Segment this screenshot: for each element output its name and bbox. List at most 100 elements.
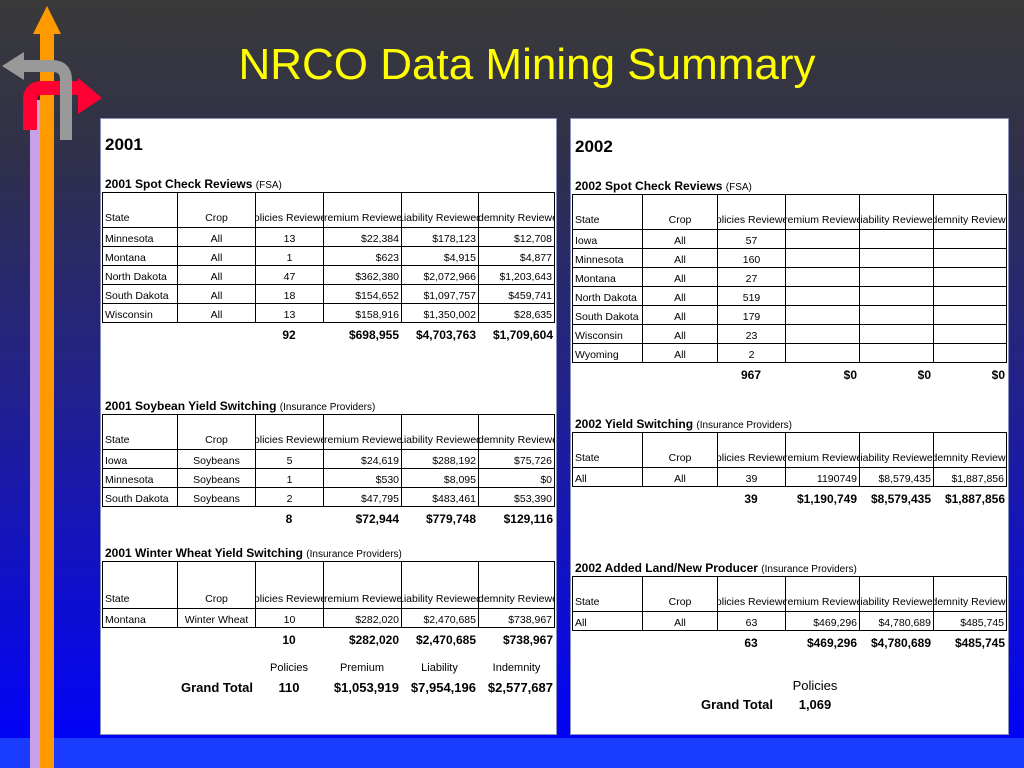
total-value: $485,745 <box>954 636 1005 650</box>
table-section: 2001 Winter Wheat Yield Switching (Insur… <box>102 546 555 647</box>
table-cell <box>786 306 860 324</box>
section-title: 2001 Soybean Yield Switching (Insurance … <box>102 399 555 414</box>
totals-row: 63 $469,296 $4,780,689 $485,745 <box>572 633 1007 650</box>
column-header: State <box>573 195 643 229</box>
table-cell: Minnesota <box>573 249 643 267</box>
table-cell: Iowa <box>103 450 178 468</box>
table-cell: 2 <box>256 488 324 506</box>
table-cell: $485,745 <box>960 617 1004 629</box>
page-title: NRCO Data Mining Summary <box>238 40 816 89</box>
header-row: StateCropPolicies ReviewedPremium Review… <box>573 195 1006 230</box>
total-value: $8,579,435 <box>870 492 931 506</box>
data-table: StateCropPolicies ReviewedPremium Review… <box>572 194 1007 363</box>
table-cell: Wyoming <box>573 344 643 362</box>
table-cell: All <box>643 287 718 305</box>
table-cell: $362,380 <box>324 266 402 284</box>
table-cell: $154,652 <box>324 285 402 303</box>
total-value: 39 <box>744 492 758 506</box>
column-header: Liability Reviewed <box>860 195 934 229</box>
arrow-right-icon <box>78 78 102 114</box>
section-title-text: 2002 Spot Check Reviews <box>575 179 723 193</box>
column-header: Premium Reviewed <box>786 577 860 611</box>
table-cell: $738,967 <box>508 614 552 626</box>
total-value: $4,703,763 <box>415 328 476 342</box>
arrow-left-icon <box>2 52 24 80</box>
total-value: $0 <box>843 368 857 382</box>
column-header: Crop <box>178 415 256 449</box>
table-cell: $1,350,002 <box>402 304 479 322</box>
table-cell <box>860 325 934 343</box>
table-cell: $12,708 <box>514 233 552 245</box>
table-cell: Minnesota <box>103 228 178 246</box>
section-source: (FSA) <box>255 180 282 191</box>
total-value: 92 <box>282 328 296 342</box>
total-value: 8 <box>285 512 293 526</box>
grand-total-row: Grand Total 110 $1,053,919 $7,954,196 $2,577… <box>102 680 555 695</box>
total-value: $129,116 <box>503 512 553 526</box>
grand-total-row: Grand Total 1,069 <box>572 697 1007 712</box>
table-cell <box>934 325 1006 343</box>
totals-spacer <box>102 509 255 526</box>
table-cell: $0 <box>540 474 552 486</box>
table-cell: 23 <box>718 325 786 343</box>
table-cell: $53,390 <box>514 493 552 505</box>
grand-total-header: Indemnity <box>492 662 541 674</box>
bottom-band <box>0 738 1024 768</box>
table-cell <box>860 306 934 324</box>
total-value: $0 <box>917 368 931 382</box>
table-row: South Dakota All 179 <box>573 306 1006 325</box>
table-row: Montana Winter Wheat 10 $282,020 $2,470,685 $… <box>103 609 554 628</box>
panel-2002: 2002 2002 Spot Check Reviews (FSA) State C… <box>570 118 1009 735</box>
grand-total-label: Grand Total <box>701 697 773 712</box>
total-value: 10 <box>282 633 296 647</box>
table-cell: Minnesota <box>103 469 178 487</box>
column-header: State <box>573 577 643 611</box>
table-cell: All <box>573 468 643 486</box>
grand-total-header: Policies <box>792 678 838 693</box>
table-cell: $1,887,856 <box>951 473 1004 485</box>
total-value: $72,944 <box>355 512 399 526</box>
table-cell: Soybeans <box>178 488 256 506</box>
table-cell: $1,203,643 <box>499 271 552 283</box>
column-header: Liability Reviewed <box>402 415 479 449</box>
table-cell <box>786 344 860 362</box>
column-header: Premium Reviewed <box>324 193 402 227</box>
header-row: StateCropPolicies ReviewedPremium Review… <box>103 415 554 450</box>
table-cell <box>934 230 1006 248</box>
spacer <box>572 678 775 693</box>
column-header: Indemnity Reviewed <box>934 452 1006 464</box>
totals-row: 8 $72,944 $779,748 $129,116 <box>102 509 555 526</box>
table-cell: $623 <box>324 247 402 265</box>
column-header: Liability Reviewed <box>402 562 479 608</box>
table-row: Minnesota All 13 $22,384 $178,123 $12,708 <box>103 228 554 247</box>
table-cell <box>934 344 1006 362</box>
section-source: (Insurance Providers) <box>306 549 402 560</box>
table-cell: $4,877 <box>519 252 552 264</box>
table-cell: 27 <box>718 268 786 286</box>
table-cell: $4,915 <box>402 247 479 265</box>
column-header: Indemnity Reviewed <box>479 434 554 446</box>
table-cell: $4,780,689 <box>860 612 934 630</box>
section-title: 2002 Added Land/New Producer (Insurance … <box>572 561 1007 576</box>
table-cell: Montana <box>103 609 178 627</box>
table-cell: All <box>643 468 718 486</box>
table-cell: $2,072,966 <box>402 266 479 284</box>
table-cell: 2 <box>718 344 786 362</box>
table-row: Wisconsin All 23 <box>573 325 1006 344</box>
section-source: (Insurance Providers) <box>279 402 376 413</box>
totals-spacer <box>572 489 717 506</box>
table-cell: 57 <box>718 230 786 248</box>
table-cell: $1,097,757 <box>402 285 479 303</box>
total-value: $0 <box>991 368 1005 382</box>
column-header: Crop <box>643 577 718 611</box>
total-value: $469,296 <box>806 636 857 650</box>
column-header: Crop <box>178 193 256 227</box>
table-cell: All <box>178 304 256 322</box>
table-cell <box>786 249 860 267</box>
table-section: 2001 Soybean Yield Switching (Insurance … <box>102 399 555 526</box>
column-header: Premium Reviewed <box>324 415 402 449</box>
total-value: $1,887,856 <box>944 492 1005 506</box>
table-row: Minnesota Soybeans 1 $530 $8,095 $0 <box>103 469 554 488</box>
table-cell: 179 <box>718 306 786 324</box>
table-cell <box>786 268 860 286</box>
